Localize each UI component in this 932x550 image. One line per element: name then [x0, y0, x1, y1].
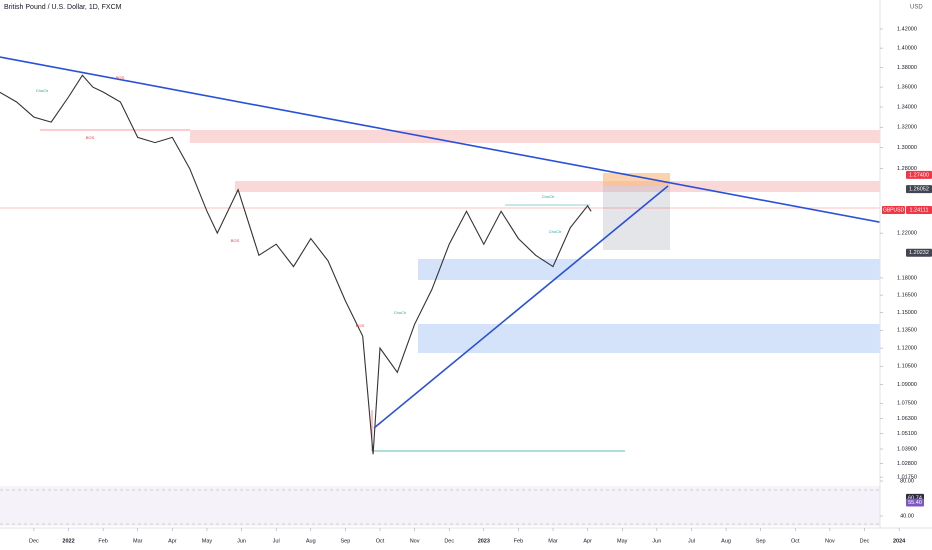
x-tick-label: Sep	[756, 538, 766, 544]
x-tick-label: Mar	[548, 538, 558, 544]
x-tick-label: 2023	[478, 538, 490, 544]
price-tag-label: 1.20232	[909, 250, 929, 256]
x-tick-label: Sep	[340, 538, 350, 544]
x-tick-label: Oct	[791, 538, 800, 544]
y-tick-label: 1.30000	[897, 145, 917, 151]
demand-zone	[418, 324, 880, 353]
price-tag	[906, 248, 932, 257]
rsi-tag	[906, 498, 924, 507]
rsi-tick-label: 80.00	[900, 478, 914, 484]
rsi-tag-label: 60.74	[908, 495, 922, 501]
x-tick-label: Feb	[98, 538, 107, 544]
annotation: ChoCh	[394, 310, 406, 315]
y-tick-label: 1.38000	[897, 65, 917, 71]
y-tick-label: 1.12000	[897, 346, 917, 352]
y-tick-label: 1.10500	[897, 364, 917, 370]
price-tag	[906, 206, 932, 215]
x-tick-label: Jul	[688, 538, 695, 544]
annotation: BOS	[356, 323, 365, 328]
x-tick-label: Apr	[583, 538, 592, 544]
x-tick-label: Dec	[29, 538, 39, 544]
y-tick-label: 1.07500	[897, 401, 917, 407]
y-tick-label: 1.36000	[897, 85, 917, 91]
x-tick-label: Aug	[721, 538, 731, 544]
y-tick-label: 1.03900	[897, 446, 917, 452]
x-tick-label: 2022	[62, 538, 74, 544]
annotation: BOS	[116, 75, 125, 80]
annotation: BOS	[86, 135, 95, 140]
x-tick-label: Dec	[444, 538, 454, 544]
price-tag-label: 1.26052	[909, 187, 929, 193]
x-tick-label: Oct	[376, 538, 385, 544]
annotation: ChoCh	[542, 194, 554, 199]
price-tag	[906, 185, 932, 194]
downtrend-line	[0, 56, 880, 224]
chart-title: British Pound / U.S. Dollar, 1D, FXCM	[4, 4, 122, 11]
supply-zone	[190, 130, 880, 143]
x-tick-label: Nov	[410, 538, 420, 544]
rsi-tick-label: 40.00	[900, 513, 914, 519]
y-tick-label: 1.16500	[897, 293, 917, 299]
y-tick-label: 1.32000	[897, 125, 917, 131]
x-tick-label: Dec	[860, 538, 870, 544]
y-tick-label: 1.02800	[897, 461, 917, 467]
annotation: ChoCh	[36, 88, 48, 93]
y-tick-label: 1.18000	[897, 275, 917, 281]
y-tick-label: 1.09000	[897, 382, 917, 388]
symbol-tag	[882, 206, 905, 215]
stop-box	[603, 186, 670, 250]
x-tick-label: May	[617, 538, 628, 544]
x-tick-label: Feb	[514, 538, 523, 544]
x-tick-label: Nov	[825, 538, 835, 544]
annotation: BOS	[231, 238, 240, 243]
x-tick-label: Jun	[652, 538, 661, 544]
x-tick-label: 2024	[893, 538, 906, 544]
y-tick-label: 1.06300	[897, 416, 917, 422]
uptrend-line	[373, 185, 669, 429]
y-tick-label: 1.05100	[897, 431, 917, 437]
y-tick-label: 1.34000	[897, 104, 917, 110]
y-tick-label: 1.13500	[897, 328, 917, 334]
currency: USD	[910, 5, 923, 11]
y-tick-label: 1.15000	[897, 310, 917, 316]
x-tick-label: Apr	[168, 538, 177, 544]
price-tag-label: 1.24111	[909, 208, 928, 214]
y-tick-label: 1.40000	[897, 46, 917, 52]
price-line	[0, 74, 592, 455]
x-tick-label: Jun	[237, 538, 246, 544]
rsi-band	[0, 486, 880, 526]
rsi-tag-label: 55.40	[908, 500, 922, 506]
annotation: ChoCh	[549, 229, 561, 234]
x-tick-label: May	[202, 538, 213, 544]
demand-zone	[418, 259, 880, 280]
symbol-tag-label: GBPUSD	[883, 207, 905, 213]
x-tick-label: Aug	[306, 538, 316, 544]
supply-zone	[235, 181, 880, 192]
x-tick-label: Jul	[273, 538, 280, 544]
y-tick-label: 1.28000	[897, 166, 917, 172]
price-tag	[906, 170, 932, 179]
drawings	[0, 56, 880, 455]
target-box	[603, 173, 670, 186]
y-tick-label: 1.01750	[897, 475, 917, 481]
y-tick-label: 1.42000	[897, 26, 917, 32]
y-tick-label: 1.22000	[897, 231, 917, 237]
x-tick-label: Mar	[133, 538, 143, 544]
price-tag-label: 1.27400	[909, 172, 929, 178]
